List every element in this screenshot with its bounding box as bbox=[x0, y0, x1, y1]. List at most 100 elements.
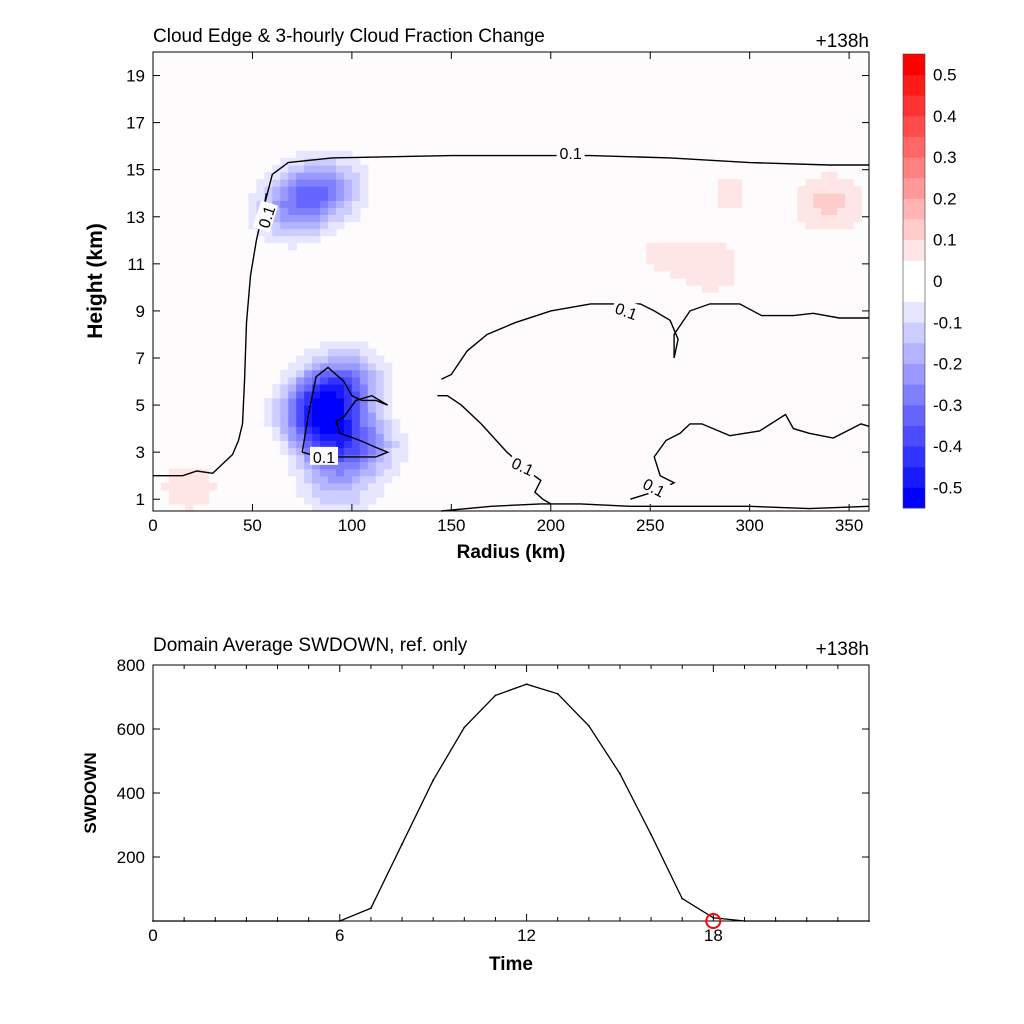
field-cell bbox=[280, 398, 289, 406]
colorbar-cell bbox=[903, 198, 925, 220]
field-cell bbox=[304, 214, 313, 223]
field-cell bbox=[304, 157, 313, 166]
field-cell bbox=[343, 150, 353, 159]
top-y-tick-label: 19 bbox=[126, 67, 145, 86]
field-cell bbox=[312, 489, 321, 498]
colorbar-label: -0.5 bbox=[933, 478, 962, 497]
field-cell bbox=[328, 503, 337, 512]
field-cell bbox=[320, 468, 329, 477]
current-time-marker bbox=[705, 913, 722, 929]
field-cell bbox=[296, 362, 305, 371]
field-cell bbox=[853, 200, 862, 208]
field-cell bbox=[391, 461, 401, 470]
contour-label-bg bbox=[310, 446, 339, 465]
field-cell bbox=[280, 390, 289, 399]
field-cell bbox=[320, 412, 329, 420]
top-y-tick-label: 7 bbox=[136, 349, 145, 368]
field-cell bbox=[375, 426, 385, 434]
bottom-y-tick-label: 800 bbox=[117, 656, 145, 675]
swdown-point bbox=[183, 920, 186, 922]
top-x-tick-label: 250 bbox=[636, 516, 664, 535]
field-cell bbox=[391, 419, 401, 427]
field-cell bbox=[351, 419, 361, 427]
field-cell bbox=[335, 369, 345, 378]
top-x-tick-label: 150 bbox=[437, 516, 465, 535]
field-cell bbox=[701, 270, 711, 279]
field-cell bbox=[829, 186, 838, 194]
field-cell bbox=[693, 277, 703, 286]
field-cell bbox=[288, 214, 297, 223]
top-y-tick-label: 3 bbox=[136, 443, 145, 462]
field-cell bbox=[335, 200, 345, 208]
field-cell bbox=[375, 369, 385, 378]
top-y-axis-label: Height (km) bbox=[84, 223, 107, 339]
field-cell bbox=[296, 461, 305, 470]
top-y-tick-label: 5 bbox=[136, 396, 145, 415]
contour-line-6 bbox=[630, 413, 870, 500]
swdown-point bbox=[868, 920, 870, 922]
field-cell bbox=[280, 440, 289, 449]
field-cell bbox=[654, 242, 663, 251]
field-cell bbox=[328, 412, 337, 420]
field-cell bbox=[725, 193, 735, 201]
field-cell bbox=[335, 207, 345, 216]
field-cell bbox=[320, 461, 329, 470]
field-cell bbox=[272, 390, 281, 399]
field-cell bbox=[375, 440, 385, 449]
field-cell bbox=[367, 355, 377, 364]
colorbar-cell bbox=[903, 136, 925, 158]
field-cell bbox=[335, 355, 345, 364]
bottom-y-axis-label: SWDOWN bbox=[81, 752, 100, 833]
field-cell bbox=[312, 207, 321, 216]
field-cell bbox=[288, 207, 297, 216]
field-cell bbox=[264, 412, 273, 420]
field-cell bbox=[320, 157, 329, 166]
field-cell bbox=[272, 398, 281, 406]
field-cell bbox=[328, 150, 337, 159]
field-cell bbox=[192, 489, 202, 498]
field-cell bbox=[296, 405, 305, 413]
field-cell bbox=[320, 341, 329, 350]
field-cell bbox=[288, 172, 297, 180]
swdown-line bbox=[153, 683, 869, 922]
field-cell bbox=[351, 405, 361, 413]
field-cell bbox=[304, 468, 313, 477]
field-cell bbox=[733, 200, 743, 208]
field-cell bbox=[272, 179, 281, 187]
field-cell bbox=[670, 256, 679, 265]
field-cell bbox=[845, 186, 854, 194]
swdown-point bbox=[837, 920, 839, 922]
field-cell bbox=[200, 496, 210, 505]
field-cell bbox=[375, 454, 385, 463]
colorbar-label: 0 bbox=[933, 272, 942, 291]
field-cell bbox=[168, 489, 178, 498]
field-cell bbox=[288, 228, 297, 237]
field-cell bbox=[335, 419, 345, 427]
swdown-point bbox=[463, 726, 466, 729]
field-cell bbox=[383, 440, 393, 449]
bottom-y-tick-label: 400 bbox=[117, 784, 145, 803]
field-cell bbox=[343, 405, 353, 413]
field-cell bbox=[320, 164, 329, 173]
field-cell bbox=[359, 412, 369, 420]
field-cell bbox=[351, 412, 361, 420]
field-cell bbox=[693, 256, 703, 265]
field-cell bbox=[686, 242, 695, 251]
field-cell bbox=[304, 228, 313, 237]
field-cell bbox=[328, 341, 337, 350]
contour-label-3: 0.1 bbox=[313, 450, 335, 467]
field-cell bbox=[717, 200, 727, 208]
field-cell bbox=[678, 256, 687, 265]
colorbar-cell bbox=[903, 404, 925, 426]
swdown-point bbox=[556, 692, 559, 695]
top-y-tick-label: 1 bbox=[136, 490, 145, 509]
colorbar-cell bbox=[903, 281, 925, 303]
field-cell bbox=[200, 482, 210, 491]
field-cell bbox=[312, 369, 321, 378]
field-cell bbox=[343, 193, 353, 201]
field-cell bbox=[272, 221, 281, 230]
field-cell bbox=[304, 489, 313, 498]
field-cell bbox=[670, 249, 679, 258]
